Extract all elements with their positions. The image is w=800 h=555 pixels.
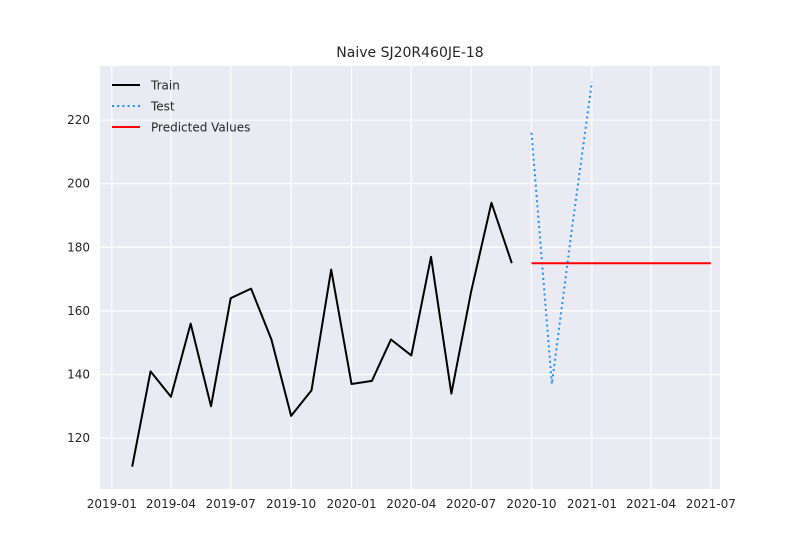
x-tick-label: 2019-10 (266, 497, 316, 511)
x-tick-label: 2019-01 (87, 497, 137, 511)
y-tick-label: 120 (67, 431, 90, 445)
x-tick-label: 2020-07 (446, 497, 496, 511)
legend-label-test: Test (150, 100, 175, 114)
chart-title: Naive SJ20R460JE-18 (336, 45, 483, 61)
y-tick-label: 180 (67, 240, 90, 254)
x-tick-label: 2021-07 (686, 497, 736, 511)
plot-area (100, 66, 720, 489)
x-tick-label: 2020-04 (386, 497, 436, 511)
series-line-train (131, 201, 513, 467)
legend-label-predicted-values: Predicted Values (151, 121, 250, 135)
x-tick-label: 2019-04 (146, 497, 196, 511)
y-tick-label: 140 (67, 368, 90, 382)
y-tick-label: 160 (67, 304, 90, 318)
legend-label-train: Train (150, 79, 180, 93)
legend: Train Test Predicted Values (112, 79, 250, 135)
series-line-test (530, 81, 593, 386)
series-group (131, 81, 711, 467)
x-tick-label: 2020-01 (326, 497, 376, 511)
y-tick-label: 200 (67, 177, 90, 191)
x-tick-label: 2021-04 (626, 497, 676, 511)
y-tick-label: 220 (67, 113, 90, 127)
y-axis: 120 140 160 180 200 220 (67, 113, 90, 445)
x-tick-label: 2020-10 (506, 497, 556, 511)
x-tick-label: 2021-01 (567, 497, 617, 511)
x-axis: 2019-01 2019-04 2019-07 2019-10 2020-01 2020-… (87, 497, 736, 511)
x-tick-label: 2019-07 (206, 497, 256, 511)
